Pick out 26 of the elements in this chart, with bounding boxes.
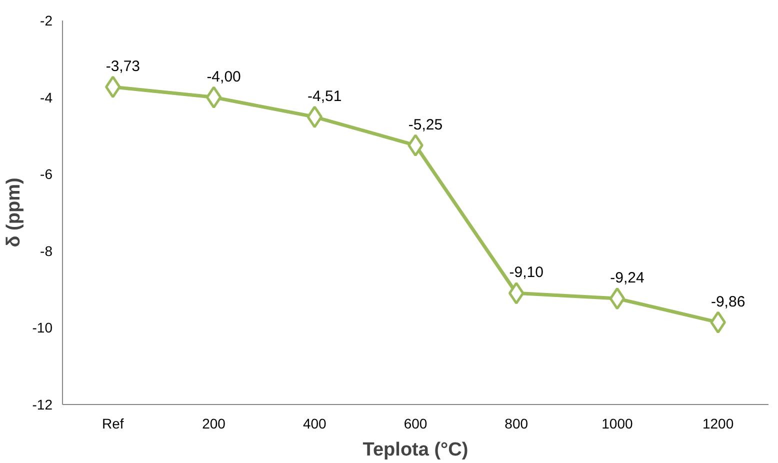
y-axis-title: δ (ppm) xyxy=(3,178,24,248)
data-label: -4,51 xyxy=(308,88,342,105)
data-label: -5,25 xyxy=(408,116,443,134)
point xyxy=(508,282,524,304)
x-tick-label: 400 xyxy=(302,416,327,432)
point xyxy=(609,287,626,310)
x-tick-label: 600 xyxy=(404,416,428,432)
y-tick-label: -12 xyxy=(32,396,53,412)
point xyxy=(206,86,222,109)
data-label: -9,10 xyxy=(509,264,544,282)
y-tick-label: -2 xyxy=(40,12,53,28)
y-tick-label: -10 xyxy=(32,320,53,336)
x-axis-title: Teplota (°C) xyxy=(362,440,468,460)
x-tick-label: 1200 xyxy=(702,416,734,432)
x-tick-label: 800 xyxy=(504,416,528,432)
point xyxy=(306,106,323,128)
data-label: -9,24 xyxy=(610,270,644,287)
data-label: -3,73 xyxy=(106,58,140,75)
y-tick-label: -4 xyxy=(40,89,53,106)
data-label: -4,00 xyxy=(206,68,241,86)
y-tick-label: -6 xyxy=(40,166,53,182)
y-tick-label: -8 xyxy=(40,242,53,259)
x-tick-label: 200 xyxy=(202,416,226,432)
data-label: -9,86 xyxy=(710,293,746,310)
x-tick-label: 1000 xyxy=(602,416,633,432)
x-tick-label: Ref xyxy=(102,416,124,432)
